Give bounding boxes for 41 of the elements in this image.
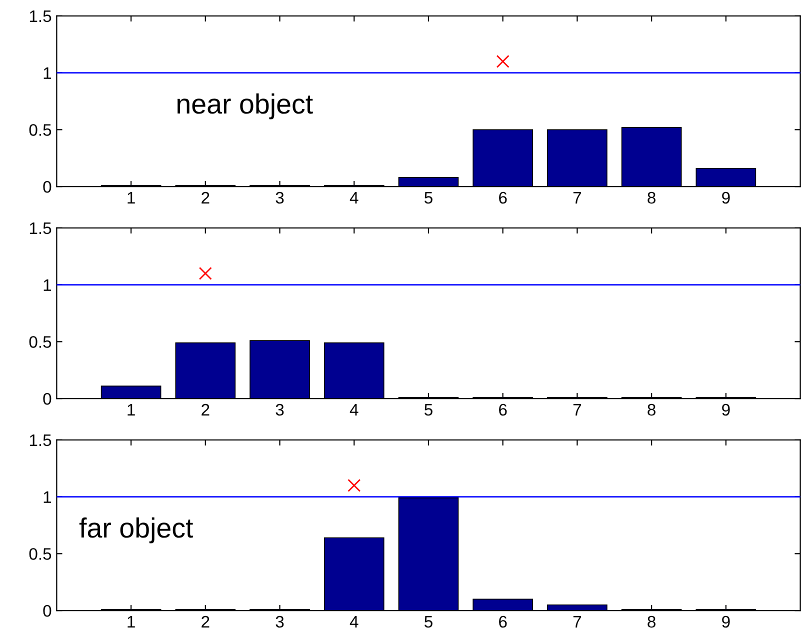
x-tick-label: 3 xyxy=(276,616,284,628)
x-tick-label: 7 xyxy=(573,616,582,628)
x-tick-label: 4 xyxy=(350,192,358,204)
y-tick-label: 0.5 xyxy=(29,124,52,136)
x-tick-label: 7 xyxy=(573,192,582,204)
x-tick-label: 3 xyxy=(276,192,284,204)
y-tick-label: 1 xyxy=(44,279,52,291)
x-tick-label: 5 xyxy=(424,192,432,204)
x-tick-label: 4 xyxy=(350,404,358,416)
y-tick-label: 0 xyxy=(43,392,52,405)
x-tick-label: 5 xyxy=(424,404,432,416)
annotation: near object xyxy=(178,93,313,120)
y-tick-label: 0.5 xyxy=(29,336,52,348)
x-tick-label: 1 xyxy=(128,404,135,416)
y-tick-label: 1 xyxy=(44,67,52,79)
x-tick-label: 6 xyxy=(499,404,507,416)
x-tick-label: 6 xyxy=(499,616,507,628)
x-tick-label: 8 xyxy=(648,616,656,628)
x-tick-label: 5 xyxy=(424,616,432,628)
y-tick-label: 0.5 xyxy=(29,548,52,560)
x-tick-label: 1 xyxy=(128,616,135,628)
x-tick-label: 4 xyxy=(350,616,358,628)
x-tick-label: 1 xyxy=(128,192,135,204)
x-tick-label: 2 xyxy=(202,404,210,416)
y-tick-label: 0 xyxy=(43,604,52,617)
annotation: far object xyxy=(79,517,194,544)
y-tick-label: 1.5 xyxy=(30,222,52,234)
y-tick-label: 0 xyxy=(43,180,52,193)
x-tick-label: 3 xyxy=(276,404,284,416)
x-tick-label: 9 xyxy=(722,192,730,204)
x-tick-label: 2 xyxy=(202,192,210,204)
y-tick-label: 1.5 xyxy=(30,10,52,22)
y-tick-label: 1.5 xyxy=(30,434,52,446)
x-tick-label: 9 xyxy=(722,616,730,628)
x-tick-label: 2 xyxy=(202,616,210,628)
x-tick-label: 7 xyxy=(573,404,582,416)
x-tick-label: 8 xyxy=(648,404,656,416)
y-tick-label: 1 xyxy=(44,491,52,503)
x-tick-label: 9 xyxy=(722,404,730,416)
x-tick-label: 8 xyxy=(648,192,656,204)
x-tick-label: 6 xyxy=(499,192,507,204)
